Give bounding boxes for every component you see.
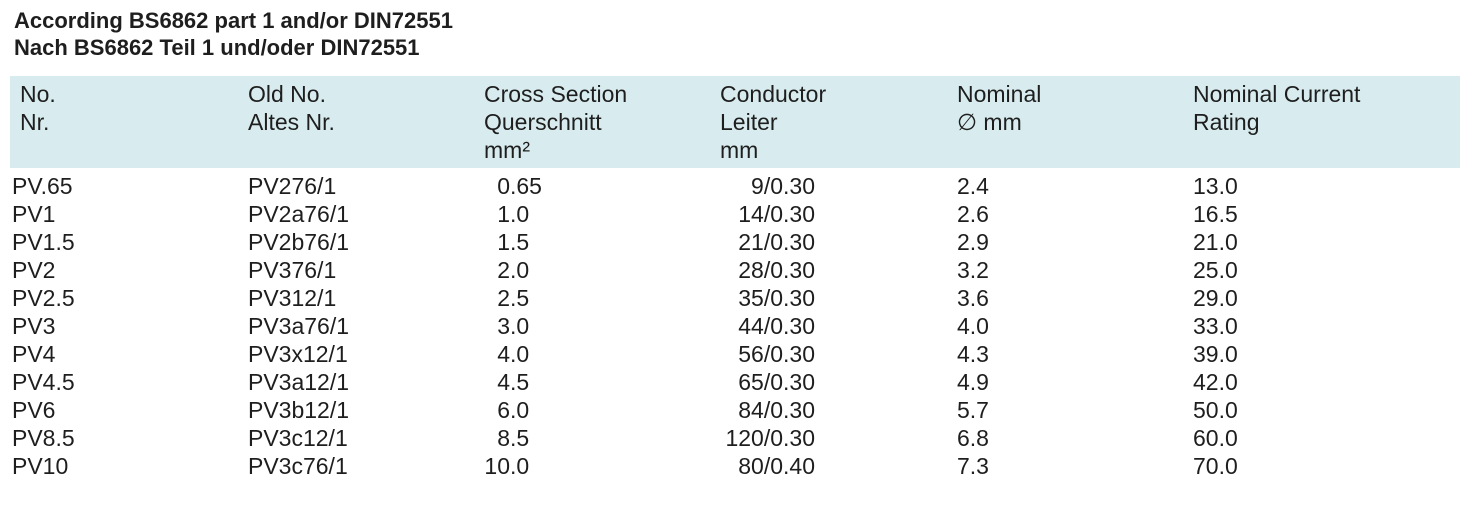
header-cell: Conductor bbox=[720, 81, 826, 107]
table-cell: 4.9 bbox=[957, 369, 989, 395]
table-cell: PV4.5 bbox=[12, 369, 75, 395]
header-cell: Rating bbox=[1193, 109, 1259, 135]
table-cell: PV3a76/1 bbox=[248, 313, 349, 339]
table-cell: 14/0.30 bbox=[738, 201, 815, 227]
table-cell: 29.0 bbox=[1193, 285, 1238, 311]
table-cell: 2.9 bbox=[957, 229, 989, 255]
table-cell: 3.0 bbox=[497, 313, 529, 339]
table-cell: 84/0.30 bbox=[738, 397, 815, 423]
title-line: According BS6862 part 1 and/or DIN72551 bbox=[14, 8, 453, 33]
table-cell: PV3b12/1 bbox=[248, 397, 349, 423]
table-cell: 9/0.30 bbox=[751, 173, 815, 199]
table-cell: 16.5 bbox=[1193, 201, 1238, 227]
header-cell: Cross Section bbox=[484, 81, 627, 107]
table-cell: 2.0 bbox=[497, 257, 529, 283]
header-cell: ∅ mm bbox=[957, 109, 1022, 135]
table-cell: 2.5 bbox=[497, 285, 529, 311]
table-cell: 10.0 bbox=[484, 453, 529, 479]
table-cell: 25.0 bbox=[1193, 257, 1238, 283]
header-cell: Nominal bbox=[957, 81, 1041, 107]
table-cell: 4.0 bbox=[497, 341, 529, 367]
table-cell: 2.6 bbox=[957, 201, 989, 227]
table-cell: 120/0.30 bbox=[725, 425, 815, 451]
table-cell: 50.0 bbox=[1193, 397, 1238, 423]
table-cell: PV2 bbox=[12, 257, 55, 283]
table-cell: 1.5 bbox=[497, 229, 529, 255]
table-cell: 65/0.30 bbox=[738, 369, 815, 395]
header-cell: mm bbox=[720, 137, 758, 163]
table-cell: 4.5 bbox=[497, 369, 529, 395]
table-cell: 3.2 bbox=[957, 257, 989, 283]
header-cell: Nr. bbox=[20, 109, 49, 135]
table-cell: 6.0 bbox=[497, 397, 529, 423]
table-cell: PV3c12/1 bbox=[248, 425, 348, 451]
table-cell: 42.0 bbox=[1193, 369, 1238, 395]
header-cell: Querschnitt bbox=[484, 109, 602, 135]
table-cell: 21/0.30 bbox=[738, 229, 815, 255]
table-cell: 2.4 bbox=[957, 173, 989, 199]
table-cell: PV276/1 bbox=[248, 173, 336, 199]
table-cell: PV8.5 bbox=[12, 425, 75, 451]
table-cell: PV376/1 bbox=[248, 257, 336, 283]
table-cell: PV3c76/1 bbox=[248, 453, 348, 479]
header-cell: mm² bbox=[484, 137, 530, 163]
header-cell: Leiter bbox=[720, 109, 778, 135]
table-cell: 8.5 bbox=[497, 425, 529, 451]
table-cell: PV.65 bbox=[12, 173, 73, 199]
table-cell: PV3x12/1 bbox=[248, 341, 348, 367]
table-cell: 44/0.30 bbox=[738, 313, 815, 339]
table-cell: 5.7 bbox=[957, 397, 989, 423]
table-cell: 28/0.30 bbox=[738, 257, 815, 283]
table-cell: PV4 bbox=[12, 341, 56, 367]
table-cell: 39.0 bbox=[1193, 341, 1238, 367]
header-cell: Old No. bbox=[248, 81, 326, 107]
table-cell: PV6 bbox=[12, 397, 55, 423]
table-cell: 70.0 bbox=[1193, 453, 1238, 479]
table-cell: 56/0.30 bbox=[738, 341, 815, 367]
table-cell: 6.8 bbox=[957, 425, 989, 451]
table-cell: PV312/1 bbox=[248, 285, 336, 311]
title-line: Nach BS6862 Teil 1 und/oder DIN72551 bbox=[14, 35, 420, 60]
table-cell: PV2.5 bbox=[12, 285, 75, 311]
table-cell: 13.0 bbox=[1193, 173, 1238, 199]
table-cell: 33.0 bbox=[1193, 313, 1238, 339]
header-band bbox=[10, 76, 1460, 168]
table-cell: PV10 bbox=[12, 453, 68, 479]
table-cell: 60.0 bbox=[1193, 425, 1238, 451]
table-cell: PV3 bbox=[12, 313, 55, 339]
table-cell: 3.6 bbox=[957, 285, 989, 311]
table-cell: 21.0 bbox=[1193, 229, 1238, 255]
table-cell: 4.0 bbox=[957, 313, 989, 339]
table-cell: 4.3 bbox=[957, 341, 989, 367]
header-cell: Altes Nr. bbox=[248, 109, 335, 135]
table-cell: PV3a12/1 bbox=[248, 369, 349, 395]
header-cell: Nominal Current bbox=[1193, 81, 1361, 107]
table-cell: 80/0.40 bbox=[738, 453, 815, 479]
table-cell: PV1.5 bbox=[12, 229, 75, 255]
table-cell: PV1 bbox=[12, 201, 55, 227]
table-cell: 35/0.30 bbox=[738, 285, 815, 311]
table-cell: PV2b76/1 bbox=[248, 229, 349, 255]
table-cell: 7.3 bbox=[957, 453, 989, 479]
table-cell: 0.65 bbox=[497, 173, 542, 199]
table-cell: PV2a76/1 bbox=[248, 201, 349, 227]
table-cell: 1.0 bbox=[497, 201, 529, 227]
header-cell: No. bbox=[20, 81, 56, 107]
